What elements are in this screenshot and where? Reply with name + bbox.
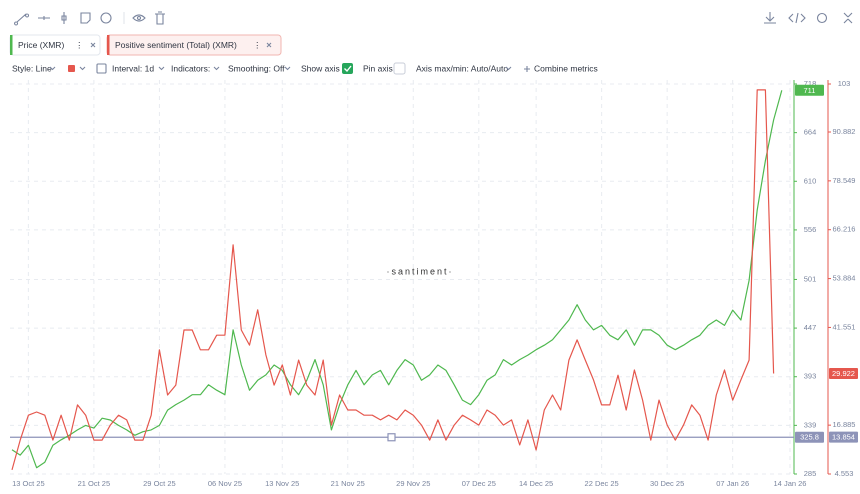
smoothing-select[interactable]: Smoothing: Off bbox=[228, 63, 285, 73]
plot-area: ·santiment· 13 Oct 25 21 Oct 25 29 Oct 25 06… bbox=[10, 79, 858, 488]
y-tick-label: 664 bbox=[804, 128, 817, 137]
x-tick-label: 13 Oct 25 bbox=[12, 479, 45, 488]
x-tick-label: 14 Dec 25 bbox=[519, 479, 553, 488]
y2-tick-label: 78.549 bbox=[833, 176, 856, 185]
chevron bbox=[284, 66, 291, 71]
y-tick-label: 718 bbox=[804, 79, 817, 88]
last-value-badge: 711 bbox=[804, 86, 816, 95]
metric-chip[interactable]: Price (XMR) ⋮ bbox=[9, 34, 101, 56]
chevron bbox=[79, 66, 86, 71]
trend-line-tool[interactable] bbox=[14, 13, 30, 26]
emoji-tool[interactable] bbox=[100, 12, 112, 24]
chip-close[interactable] bbox=[266, 42, 272, 48]
horizontal-line-tool[interactable] bbox=[38, 16, 50, 20]
visibility-toggle[interactable] bbox=[132, 14, 146, 22]
chip-menu[interactable]: ⋮ bbox=[75, 40, 84, 50]
y-tick-label: 339 bbox=[804, 420, 817, 429]
x-tick-label: 29 Nov 25 bbox=[396, 479, 430, 488]
x-tick-label: 14 Jan 26 bbox=[774, 479, 807, 488]
y2-tick-label: 16.885 bbox=[833, 420, 856, 429]
hline-badge: 325.8 bbox=[800, 433, 819, 442]
chevron bbox=[158, 66, 165, 71]
fullscreen-button[interactable] bbox=[843, 12, 853, 24]
y-tick-label: 393 bbox=[804, 372, 817, 381]
calendar-icon bbox=[96, 63, 107, 74]
interval-select[interactable]: Interval: 1d bbox=[112, 63, 154, 73]
settings-bar: Style: Line Interval: 1d Indicators: Smo… bbox=[12, 62, 598, 75]
line-handle[interactable] bbox=[387, 433, 396, 442]
x-tick-label: 22 Dec 25 bbox=[585, 479, 619, 488]
download-button[interactable] bbox=[764, 12, 776, 24]
embed-button[interactable] bbox=[788, 12, 806, 24]
color-swatch[interactable] bbox=[68, 65, 75, 72]
indicators-select[interactable]: Indicators: bbox=[171, 63, 210, 73]
legend-entry: Price (XMR) bbox=[18, 40, 64, 50]
axis-range-select[interactable]: Axis max/min: Auto/Auto bbox=[416, 63, 508, 73]
settings-button[interactable] bbox=[816, 12, 828, 24]
x-tick-label: 07 Dec 25 bbox=[462, 479, 496, 488]
last-value-badge-bg bbox=[795, 84, 824, 96]
hline-badge-bg bbox=[795, 431, 824, 443]
last-value-badge: 29.922 bbox=[832, 369, 855, 378]
chip-color bbox=[107, 35, 110, 55]
chip-color bbox=[10, 35, 13, 55]
hline-y2-badge-bg bbox=[829, 431, 858, 443]
chevron bbox=[49, 66, 56, 71]
x-tick-label: 21 Nov 25 bbox=[331, 479, 365, 488]
show-axis-label: Show axis bbox=[301, 63, 340, 73]
pin-axis-checkbox[interactable] bbox=[393, 62, 406, 75]
hline-y2-badge: 13.854 bbox=[832, 433, 855, 442]
x-tick-label: 21 Oct 25 bbox=[78, 479, 111, 488]
y-tick-label: 447 bbox=[804, 323, 817, 332]
plus-icon bbox=[524, 66, 530, 72]
series-line bbox=[11, 89, 775, 471]
x-tick-label: 30 Dec 25 bbox=[650, 479, 684, 488]
series-line bbox=[11, 90, 783, 469]
vertical-line-tool[interactable] bbox=[61, 12, 67, 24]
watermark: ·santiment· bbox=[386, 266, 453, 276]
pin-axis-label: Pin axis bbox=[363, 63, 393, 73]
chevron bbox=[505, 66, 512, 71]
x-tick-label: 06 Nov 25 bbox=[208, 479, 242, 488]
chip-close[interactable] bbox=[90, 42, 96, 48]
toolbar bbox=[14, 11, 853, 26]
x-tick-label: 29 Oct 25 bbox=[143, 479, 176, 488]
checkmark bbox=[344, 65, 352, 73]
y-tick-label: 610 bbox=[804, 176, 817, 185]
y2-tick-label: 53.884 bbox=[833, 274, 856, 283]
chevron bbox=[213, 66, 220, 71]
last-value-badge-bg bbox=[829, 368, 858, 380]
y-tick-label: 501 bbox=[804, 274, 817, 283]
legend-entry: Positive sentiment (Total) (XMR) bbox=[115, 40, 237, 50]
combine-metrics-button[interactable]: Combine metrics bbox=[534, 63, 598, 73]
chip-menu[interactable]: ⋮ bbox=[253, 40, 262, 50]
y2-tick-label: 41.551 bbox=[833, 322, 856, 331]
y-tick-label: 285 bbox=[804, 469, 817, 478]
y-tick-label: 556 bbox=[804, 225, 817, 234]
y2-tick-label: 4.553 bbox=[835, 469, 854, 478]
y2-tick-label: 103 bbox=[838, 79, 851, 88]
x-tick-label: 13 Nov 25 bbox=[265, 479, 299, 488]
show-axis-checkbox[interactable] bbox=[342, 63, 353, 74]
y2-tick-label: 90.882 bbox=[833, 127, 856, 136]
metric-chip[interactable]: Positive sentiment (Total) (XMR) ⋮ bbox=[106, 34, 282, 56]
x-tick-label: 07 Jan 26 bbox=[716, 479, 749, 488]
delete-button[interactable] bbox=[155, 11, 165, 25]
y2-tick-label: 66.216 bbox=[833, 225, 856, 234]
note-tool[interactable] bbox=[80, 12, 91, 24]
style-select[interactable]: Style: Line bbox=[12, 63, 52, 73]
